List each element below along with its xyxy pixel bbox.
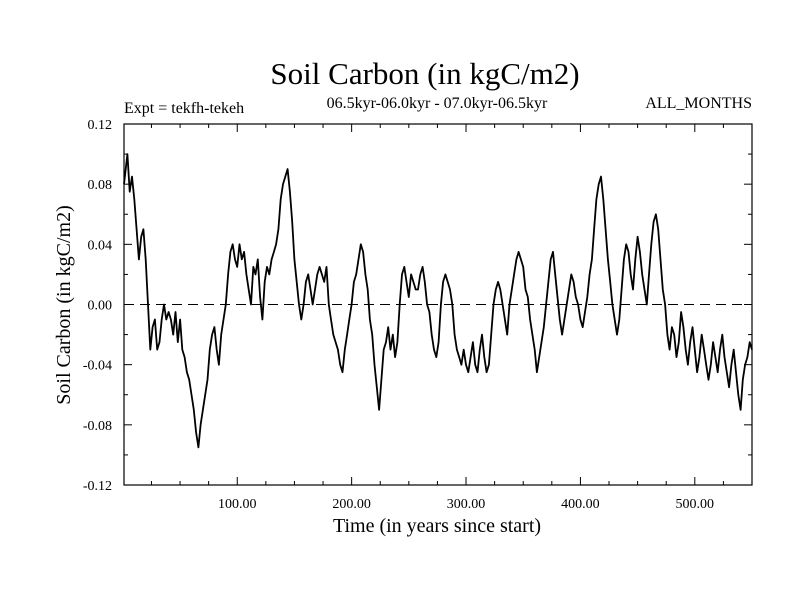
y-tick-label: -0.08 bbox=[83, 419, 112, 434]
x-tick-label: 100.00 bbox=[218, 497, 257, 512]
y-tick-label: -0.12 bbox=[83, 479, 112, 494]
y-axis-label: Soil Carbon (in kgC/m2) bbox=[53, 205, 75, 404]
chart-title: Soil Carbon (in kgC/m2) bbox=[270, 56, 579, 91]
x-tick-label: 300.00 bbox=[447, 497, 486, 512]
period-label: ALL_MONTHS bbox=[645, 95, 752, 112]
series-line-0 bbox=[123, 153, 753, 449]
experiment-label: Expt = tekfh-tekeh bbox=[124, 100, 244, 117]
y-tick-label: -0.04 bbox=[83, 359, 112, 374]
chart-subtitle: 06.5kyr-06.0kyr - 07.0kyr-06.5kyr bbox=[327, 95, 548, 112]
y-tick-label: 0.08 bbox=[88, 178, 113, 193]
x-tick-label: 500.00 bbox=[676, 497, 715, 512]
plot-area: -0.12 -0.08 -0.04 0.00 0.04 0.08 0.12 100.00 200… bbox=[83, 118, 753, 512]
x-tick-label: 200.00 bbox=[332, 497, 371, 512]
y-tick-label: 0.00 bbox=[88, 299, 113, 314]
x-tick-label: 400.00 bbox=[561, 497, 600, 512]
y-tick-label: 0.12 bbox=[88, 118, 113, 133]
x-axis-label: Time (in years since start) bbox=[333, 515, 541, 537]
y-tick-label: 0.04 bbox=[88, 238, 113, 253]
